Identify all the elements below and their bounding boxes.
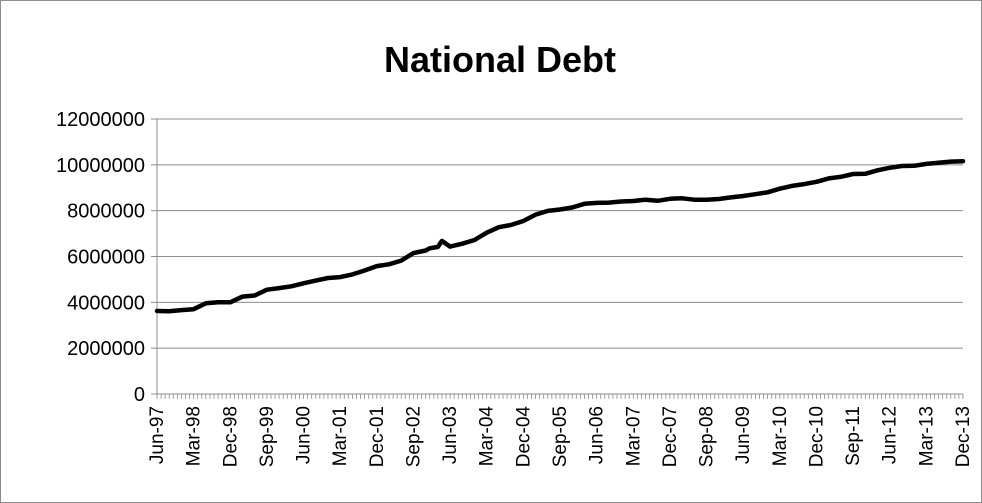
x-tick-label: Dec-10 — [806, 406, 827, 467]
x-tick-label: Mar-07 — [623, 406, 644, 466]
y-tick-label: 0 — [134, 384, 145, 406]
x-tick-label: Mar-13 — [916, 406, 937, 466]
x-tick-label: Sep-99 — [257, 406, 278, 467]
x-tick-label: Sep-08 — [697, 406, 718, 467]
x-tick-label: Dec-01 — [367, 406, 388, 467]
x-tick-label: Jun-06 — [587, 406, 608, 464]
gridlines — [157, 118, 963, 349]
y-tick-label: 6000000 — [67, 247, 145, 269]
x-tick-label: Sep-11 — [843, 406, 864, 466]
y-tick-label: 8000000 — [67, 201, 145, 223]
x-tick-label: Mar-01 — [330, 406, 351, 466]
x-tick-label: Jun-09 — [733, 406, 754, 464]
x-tick-label: Jun-00 — [294, 406, 315, 464]
x-axis: Jun-97 Mar-98 Dec-98 Sep-99 Jun-00 Mar-01 Dec-… — [147, 393, 974, 468]
x-tick-label: Jun-97 — [147, 406, 168, 464]
y-tick-label: 2000000 — [67, 338, 145, 360]
x-tick-label: Mar-10 — [770, 406, 791, 466]
chart-title: National Debt — [384, 39, 616, 80]
x-tick-label: Dec-04 — [513, 406, 534, 468]
series-group — [154, 158, 966, 314]
x-tick-label: Jun-03 — [440, 406, 461, 464]
x-tick-label: Dec-07 — [660, 406, 681, 467]
y-axis: 0 2000000 4000000 6000000 8000000 10000000 120… — [56, 109, 158, 406]
x-tick-label: Mar-04 — [477, 406, 498, 467]
x-tick-label: Dec-98 — [220, 406, 241, 467]
x-tick-label: Dec-13 — [953, 406, 974, 467]
x-tick-label: Jun-12 — [880, 406, 901, 464]
x-tick-label: Mar-98 — [184, 406, 205, 466]
x-tick-label: Sep-05 — [550, 406, 571, 467]
y-tick-label: 4000000 — [67, 292, 145, 314]
debt-series-line — [154, 158, 966, 314]
x-tick-label: Sep-02 — [403, 406, 424, 467]
y-tick-label: 10000000 — [56, 155, 145, 177]
y-tick-label: 12000000 — [56, 109, 145, 131]
